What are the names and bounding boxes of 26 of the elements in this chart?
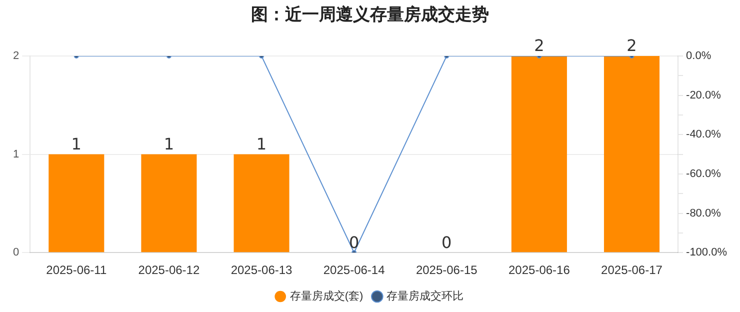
y-tick-label: 1 xyxy=(12,148,20,160)
data-label: 1 xyxy=(71,134,82,154)
x-tick-label: 2025-06-12 xyxy=(138,263,200,278)
y2-tick-label: -100.0% xyxy=(686,246,728,259)
x-tick-label: 2025-06-14 xyxy=(323,263,386,278)
y-tick-label: 2 xyxy=(12,50,20,62)
y2-tick-label: -80.0% xyxy=(686,207,722,220)
data-label: 1 xyxy=(164,134,174,154)
data-label: 2 xyxy=(534,36,544,56)
y2-tick-label: -60.0% xyxy=(686,168,722,180)
y2-tick-label: -40.0% xyxy=(686,128,722,141)
chart-title: 图：近一周遵义存量房成交走势 xyxy=(250,4,490,27)
legend-label: 存量房成交环比 xyxy=(386,290,464,303)
x-tick-label: 2025-06-16 xyxy=(508,263,570,278)
data-label: 2 xyxy=(626,36,637,56)
y2-tick-label: 0.0% xyxy=(686,50,712,62)
legend-label: 存量房成交(套) xyxy=(290,290,364,303)
x-tick-label: 2025-06-17 xyxy=(601,263,663,278)
x-tick-label: 2025-06-13 xyxy=(230,263,293,278)
x-tick-label: 2025-06-15 xyxy=(416,263,478,278)
data-label: 0 xyxy=(442,232,452,252)
y-tick-label: 0 xyxy=(12,246,20,259)
x-tick-label: 2025-06-11 xyxy=(46,263,107,278)
data-label: 1 xyxy=(256,134,267,154)
y2-tick-label: -20.0% xyxy=(686,89,722,102)
data-label: 0 xyxy=(348,232,360,252)
